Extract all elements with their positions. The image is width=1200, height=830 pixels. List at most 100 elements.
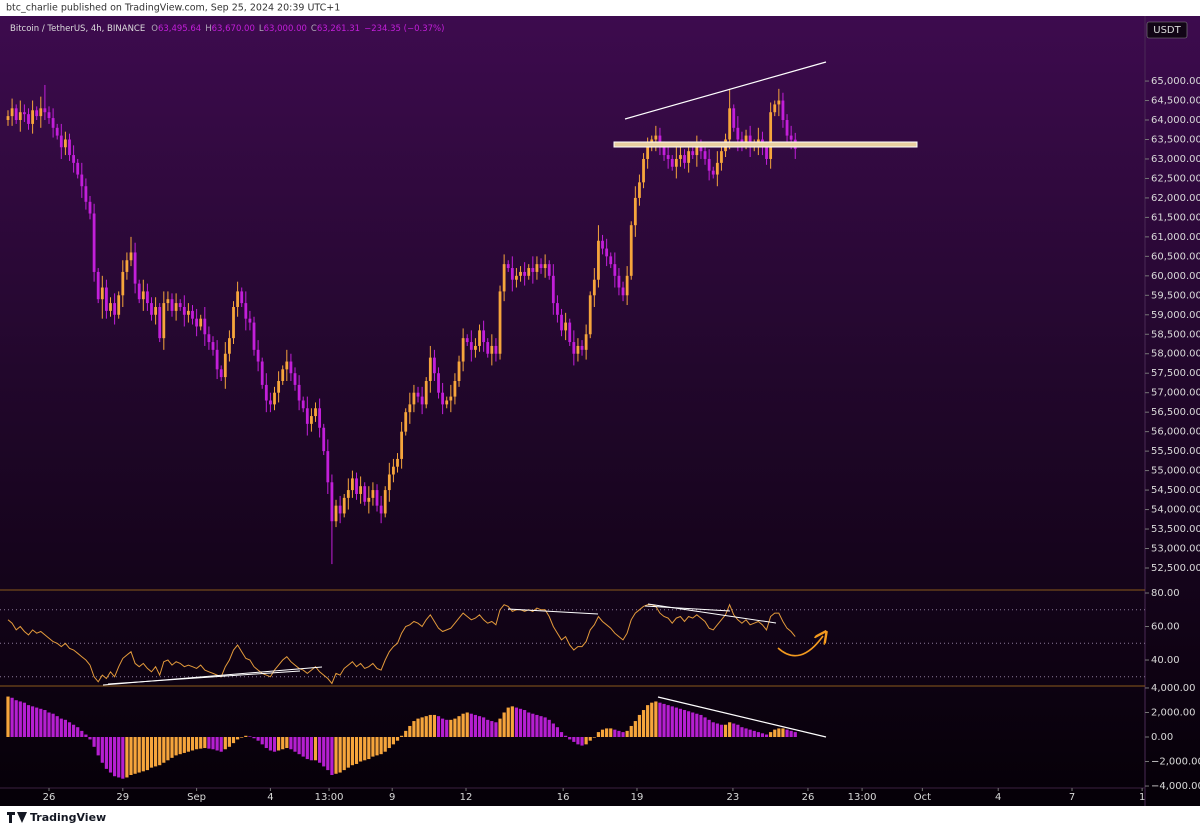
x-tick-label: 26	[43, 792, 56, 803]
candle-body	[683, 155, 686, 163]
histogram-bar	[211, 737, 215, 750]
candle-body	[178, 303, 182, 307]
histogram-bar	[469, 713, 473, 737]
histogram-bar	[580, 737, 584, 746]
histogram-bar	[359, 737, 363, 762]
candle-body	[318, 408, 322, 428]
footer-logo[interactable]: TradingView	[30, 811, 106, 824]
candle-body	[264, 384, 268, 401]
histogram-bar	[559, 732, 564, 737]
candle-body	[605, 248, 609, 257]
candle-body	[482, 330, 486, 343]
candle-body	[449, 396, 453, 401]
logo-icon	[7, 812, 27, 823]
candle-body	[84, 186, 88, 202]
candle-body	[137, 283, 141, 300]
currency-label[interactable]: USDT	[1153, 25, 1181, 36]
candle-body	[572, 342, 576, 354]
y-tick-label: 62,500.00	[1151, 173, 1200, 184]
histogram-bar	[379, 737, 383, 755]
candle-body	[260, 361, 264, 385]
histogram-bar	[59, 718, 63, 737]
y-tick-label: 4,000.00	[1151, 683, 1196, 694]
candle-body	[310, 416, 313, 424]
candle-body	[387, 474, 391, 491]
histogram-bar	[736, 724, 740, 737]
candle-body	[125, 260, 129, 272]
histogram-bar	[322, 737, 326, 767]
histogram-bar	[264, 737, 268, 749]
candle-body	[76, 162, 80, 175]
candle-body	[51, 118, 55, 128]
histogram-bar	[162, 737, 166, 763]
histogram-bar	[387, 737, 391, 749]
histogram-bar	[100, 737, 104, 763]
candle-body	[281, 369, 285, 382]
x-tick-label: 13:00	[315, 792, 344, 803]
histogram-bar	[84, 734, 88, 737]
candle-body	[305, 408, 309, 424]
histogram-bar	[687, 711, 691, 737]
chart-background	[0, 16, 1200, 806]
candle-body	[248, 318, 252, 323]
x-tick-label: 29	[116, 792, 129, 803]
candle-body	[642, 158, 645, 183]
trend-line	[107, 670, 301, 685]
candle-body	[687, 151, 691, 163]
histogram-bar	[186, 737, 191, 752]
candle-body	[515, 275, 518, 280]
histogram-bar	[707, 719, 711, 737]
candle-body	[424, 381, 428, 405]
candle-body	[474, 345, 477, 350]
candle-body	[244, 303, 248, 319]
candle-body	[252, 322, 256, 350]
legend-ohlc-value: 63,670.00	[212, 24, 255, 34]
histogram-bar	[108, 737, 113, 773]
histogram-bar	[486, 719, 490, 737]
histogram-bar	[506, 707, 510, 737]
y-tick-label: 60.00	[1151, 622, 1180, 633]
candle-body	[527, 268, 531, 276]
histogram-bar	[330, 737, 334, 776]
histogram-bar	[154, 737, 158, 767]
candle-body	[560, 314, 563, 331]
histogram-bar	[723, 724, 728, 737]
histogram-bar	[367, 737, 371, 760]
histogram-bar	[461, 713, 465, 737]
candle-body	[232, 306, 235, 339]
candle-body	[428, 357, 432, 382]
histogram-bar	[14, 700, 18, 737]
candle-body	[285, 361, 289, 370]
candle-body	[498, 291, 502, 354]
histogram-bar	[76, 727, 80, 737]
y-tick-label: 59,500.00	[1151, 290, 1200, 301]
candle-body	[597, 240, 600, 280]
candle-body	[789, 135, 793, 140]
histogram-bar	[535, 714, 539, 737]
candle-body	[691, 151, 695, 156]
histogram-bar	[149, 737, 154, 768]
y-tick-label: 64,000.00	[1151, 115, 1200, 126]
histogram-bar	[654, 701, 658, 737]
currency-box[interactable]	[1146, 21, 1188, 39]
trend-line	[624, 61, 827, 120]
y-tick-label: 53,500.00	[1151, 524, 1200, 535]
candle-body	[629, 225, 633, 276]
candle-body	[711, 170, 715, 175]
histogram-bar	[174, 737, 178, 756]
candle-body	[18, 112, 22, 121]
histogram-bar	[342, 737, 346, 771]
histogram-bar	[691, 712, 695, 737]
candle-body	[158, 306, 162, 339]
histogram-bar	[572, 737, 576, 742]
histogram-bar	[371, 737, 375, 757]
histogram-bar	[584, 737, 588, 745]
candle-body	[166, 299, 170, 304]
candle-body	[437, 373, 440, 393]
histogram-bar	[39, 708, 43, 737]
y-tick-label: 2,000.00	[1151, 707, 1196, 718]
candle-body	[199, 318, 203, 327]
candle-body	[441, 392, 445, 405]
histogram-bar	[346, 737, 350, 768]
histogram-bar	[539, 716, 543, 737]
